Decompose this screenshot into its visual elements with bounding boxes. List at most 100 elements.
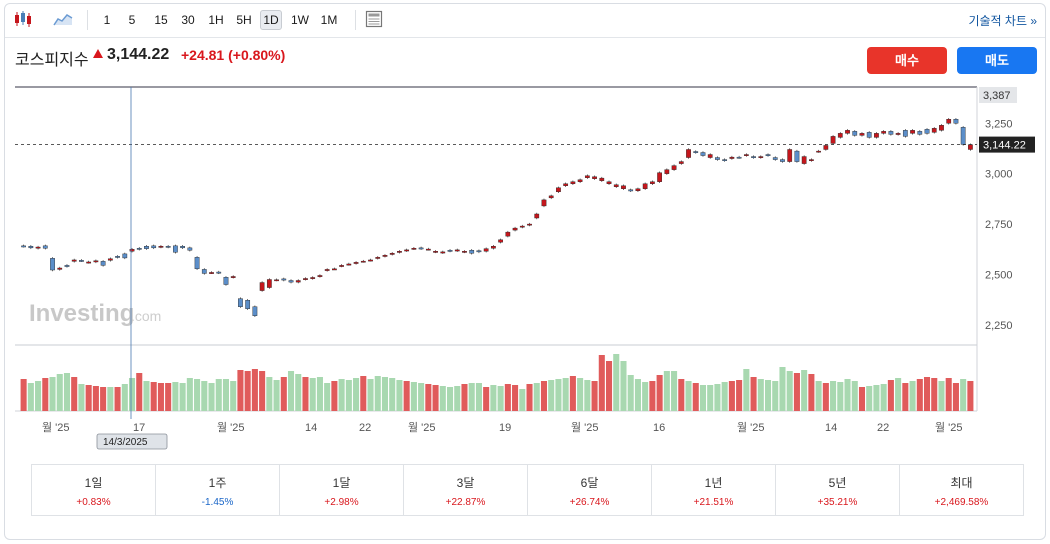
max-price-marker [979, 87, 1017, 103]
x-tick-label: 월 '25 [571, 421, 599, 434]
perf-cell[interactable]: 1주 -1.45% [156, 465, 280, 515]
perf-label: 6달 [580, 476, 599, 490]
volume-bar [468, 383, 475, 411]
volume-bar [403, 381, 410, 411]
candle-body [527, 223, 532, 226]
candle-body [332, 268, 337, 271]
volume-bar [128, 378, 136, 411]
volume-bar [938, 381, 945, 411]
volume-bar [230, 381, 237, 411]
candle-body [397, 251, 402, 253]
x-tick-label: 19 [499, 422, 511, 434]
volume-bar [671, 371, 678, 411]
candle-body [888, 131, 894, 135]
sell-button[interactable]: 매도 [957, 47, 1037, 74]
toolbar-divider [355, 10, 356, 30]
x-tick-label: 17 [133, 422, 145, 434]
candle-body [281, 278, 287, 281]
candle-body [715, 157, 720, 160]
candle-body [577, 179, 583, 182]
candle-body [671, 165, 677, 170]
toolbar-divider [87, 10, 88, 30]
chart-area[interactable]: Investing .com 2,250 2,500 2,750 3,000 3,250 3,… [5, 79, 1045, 459]
candle-body [534, 213, 540, 219]
technical-chart-link[interactable]: 기술적 차트 » [968, 14, 1037, 28]
candle-body [968, 144, 973, 150]
candle-body [642, 183, 648, 189]
layout-icon[interactable] [363, 10, 385, 30]
perf-value: +35.21% [817, 497, 858, 508]
volume-bar [692, 383, 699, 411]
interval-1[interactable]: 1 [103, 13, 111, 27]
volume-bar [779, 367, 786, 411]
chart-toolbar: 1 5 15 30 1H 5H 1D 1W 1M 기술적 차트 » [5, 4, 1045, 38]
perf-label: 1일 [84, 476, 103, 490]
candle-body [902, 130, 908, 137]
perf-label: 1주 [208, 476, 227, 490]
interval-5[interactable]: 5 [128, 13, 136, 27]
volume-bar [504, 384, 511, 411]
volume-bar [244, 371, 251, 411]
perf-cell[interactable]: 3달 +22.87% [404, 465, 528, 515]
volume-bar [215, 379, 222, 411]
candle-body [440, 251, 446, 254]
candle-body [809, 159, 814, 161]
volume-bar [179, 383, 186, 411]
interval-30[interactable]: 30 [181, 13, 195, 27]
x-tick-label: 월 '25 [42, 421, 70, 434]
candle-body [115, 256, 120, 258]
interval-15[interactable]: 15 [154, 13, 168, 27]
volume-bar [540, 381, 548, 411]
perf-cell[interactable]: 5년 +35.21% [776, 465, 900, 515]
area-chart-icon[interactable] [51, 10, 75, 30]
candle-body [209, 272, 214, 274]
volume-bar [656, 375, 663, 411]
volume-bar [136, 373, 143, 411]
candle-body [505, 231, 511, 237]
candle-body [295, 280, 301, 283]
candle-body [382, 255, 388, 257]
volume-bar [844, 379, 851, 411]
volume-bar [649, 381, 656, 411]
volume-bar [591, 381, 598, 411]
volume-bar [526, 384, 533, 411]
volume-bar [562, 378, 569, 411]
volume-bar [85, 385, 92, 411]
candle-body [50, 258, 55, 271]
candle-body [447, 250, 453, 252]
candle-body [194, 257, 200, 270]
interval-1h[interactable]: 1H [208, 13, 224, 27]
perf-cell[interactable]: 최대 +2,469.58% [900, 465, 1023, 515]
watermark: Investing [29, 300, 134, 327]
candle-body [953, 119, 959, 124]
candle-body [765, 154, 771, 156]
x-tick-label: 14 [825, 422, 837, 434]
candle-body [628, 189, 634, 192]
interval-1d[interactable]: 1D [260, 10, 282, 30]
candlestick-icon[interactable] [11, 10, 35, 30]
perf-cell[interactable]: 1년 +21.51% [652, 465, 776, 515]
interval-1w[interactable]: 1W [291, 13, 309, 27]
perf-cell[interactable]: 1일 +0.83% [32, 465, 156, 515]
volume-bar [815, 381, 822, 411]
volume-bar [389, 378, 396, 411]
perf-value: -1.45% [201, 497, 234, 508]
interval-1m[interactable]: 1M [320, 13, 338, 27]
candle-body [35, 246, 41, 249]
interval-5h[interactable]: 5H [236, 13, 252, 27]
perf-cell[interactable]: 6달 +26.74% [528, 465, 652, 515]
volume-bar [952, 383, 959, 411]
volume-bar [808, 374, 815, 411]
volume-bar [663, 371, 670, 411]
candle-body [541, 199, 547, 207]
volume-bar [157, 383, 164, 411]
buy-button[interactable]: 매수 [867, 47, 947, 74]
candle-body [230, 276, 236, 278]
candle-body [823, 145, 829, 150]
candle-body [686, 149, 691, 158]
volume-bar [172, 382, 179, 411]
candlestick-chart[interactable]: Investing.com 2,250 2,500 2,750 3,000 3,250 3,… [5, 79, 1045, 459]
y-tick-label: 2,500 [985, 269, 1013, 281]
perf-cell[interactable]: 1달 +2.98% [280, 465, 404, 515]
candle-body [21, 245, 26, 248]
